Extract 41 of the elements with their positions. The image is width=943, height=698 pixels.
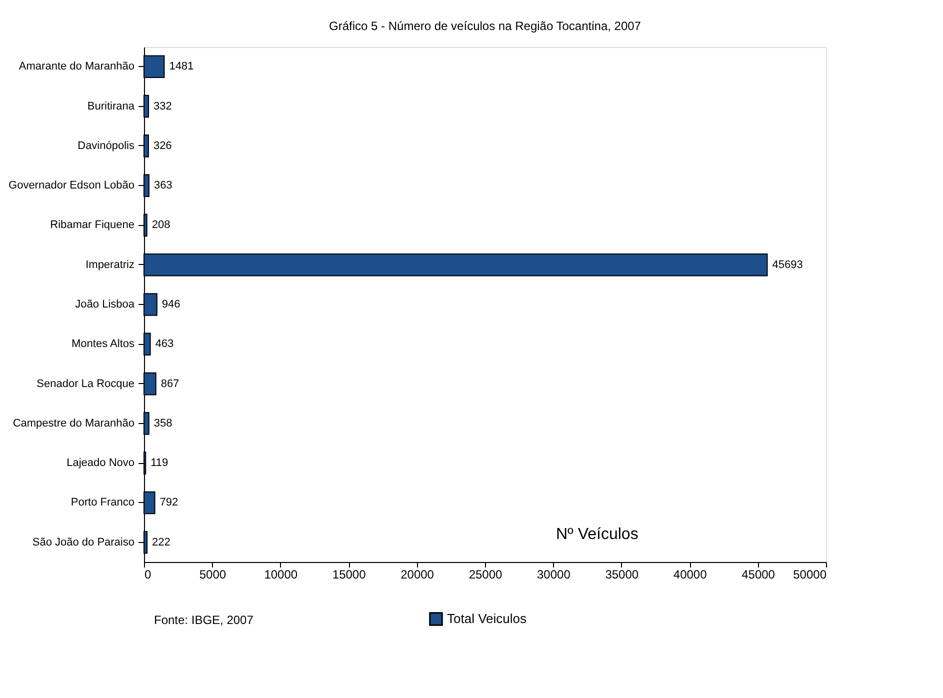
x-tick-label: 30000 bbox=[537, 568, 571, 582]
x-tick-label: 15000 bbox=[332, 568, 366, 582]
data-label: 45693 bbox=[772, 258, 803, 271]
x-tick-label: 40000 bbox=[673, 568, 708, 582]
data-label: 332 bbox=[154, 100, 172, 112]
data-label: 463 bbox=[155, 338, 174, 350]
chart-title: Gráfico 5 - Número de veículos na Região Tocantina, 2007 bbox=[329, 19, 642, 33]
annotation: Nº Veículos bbox=[556, 526, 638, 543]
source-note: Fonte: IBGE, 2007 bbox=[154, 613, 254, 627]
y-tick-label: São João do Paraiso bbox=[32, 536, 134, 548]
data-label: 867 bbox=[160, 378, 180, 390]
data-label: 363 bbox=[154, 180, 172, 192]
data-label: 222 bbox=[152, 536, 170, 548]
y-tick-label: Buritirana bbox=[87, 100, 136, 112]
y-tick-label: Porto Franco bbox=[70, 496, 134, 509]
x-tick-label: 25000 bbox=[468, 568, 503, 582]
data-label: 1481 bbox=[169, 60, 194, 73]
x-tick-label: 45000 bbox=[742, 568, 776, 582]
x-tick-label: 20000 bbox=[400, 568, 434, 582]
data-label: 792 bbox=[160, 496, 178, 509]
x-tick-label: 50000 bbox=[793, 568, 827, 582]
y-tick-label: Amarante do Maranhão bbox=[18, 60, 134, 73]
x-tick-label: 0 bbox=[144, 568, 152, 582]
y-tick-label: Davinópolis bbox=[78, 140, 135, 152]
data-label: 208 bbox=[152, 219, 170, 232]
y-tick-label: Montes Altos bbox=[72, 338, 135, 350]
y-tick-label: Governador Edson Lobão bbox=[8, 180, 134, 192]
x-tick-label: 5000 bbox=[199, 568, 226, 582]
data-label: 946 bbox=[162, 298, 180, 310]
y-tick-label: Imperatriz bbox=[86, 258, 134, 271]
y-tick-label: Ribamar Fiquene bbox=[50, 219, 134, 232]
y-tick-label: Campestre do Maranhão bbox=[12, 417, 134, 430]
y-tick-label: João Lisboa bbox=[75, 298, 136, 310]
data-label: 326 bbox=[153, 140, 172, 152]
data-label: 358 bbox=[154, 417, 172, 430]
x-tick-label: 10000 bbox=[264, 568, 298, 582]
y-tick-label: Lajeado Novo bbox=[66, 457, 134, 470]
x-tick-label: 35000 bbox=[605, 568, 639, 582]
legend-label: Total Veiculos bbox=[447, 611, 527, 626]
data-label: 119 bbox=[150, 457, 168, 470]
y-tick-label: Senador La Rocque bbox=[36, 378, 134, 390]
